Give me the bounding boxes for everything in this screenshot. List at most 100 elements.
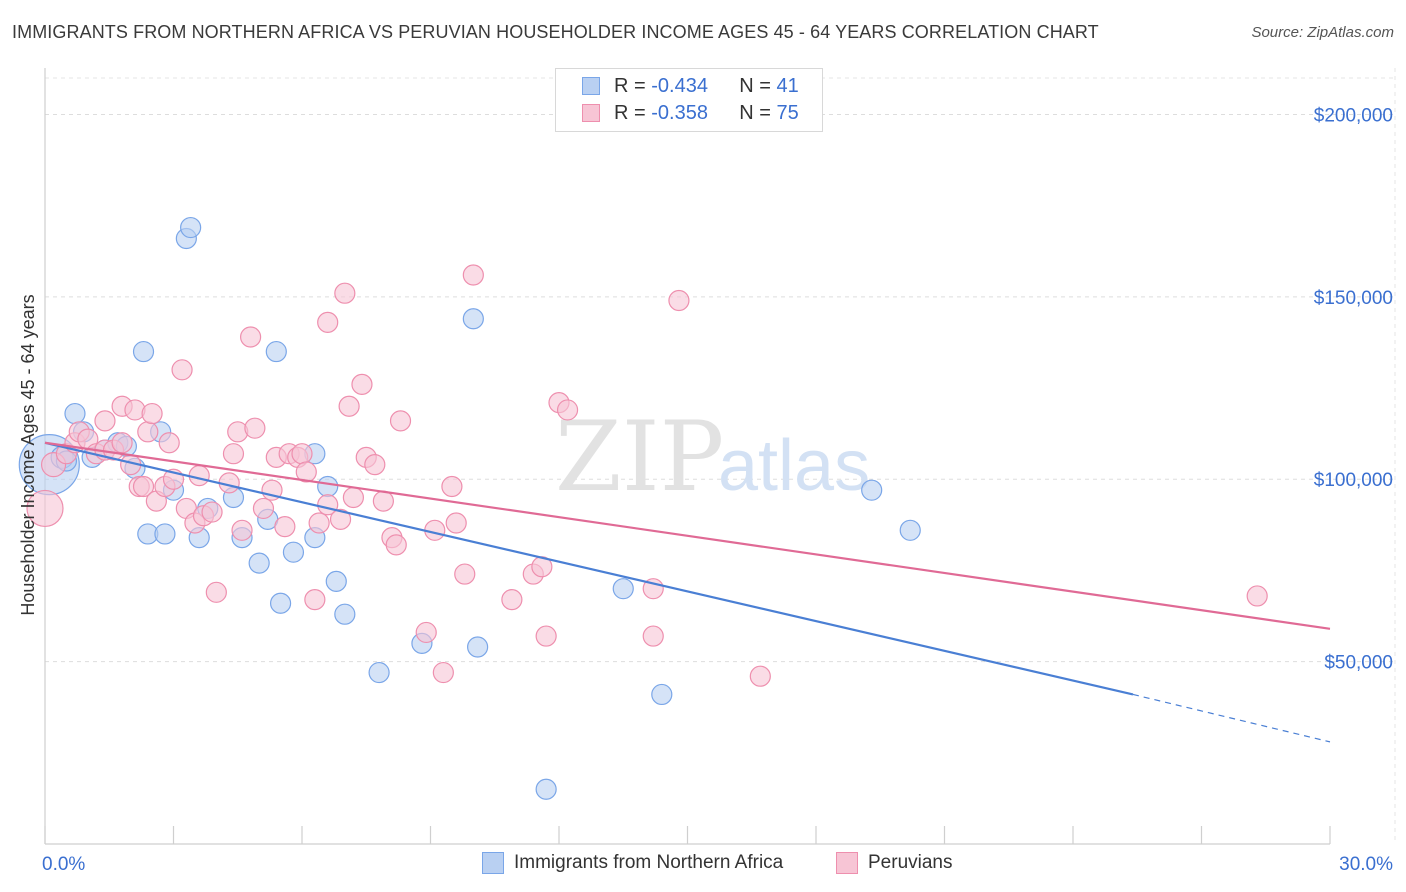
x-tick-label: 0.0% — [42, 854, 85, 875]
data-point-peruvians — [454, 563, 476, 585]
axes — [44, 68, 1331, 845]
data-point-northern-africa — [64, 402, 86, 425]
series-legend: Immigrants from Northern Africa Peruvian… — [0, 852, 1406, 878]
data-point-peruvians — [295, 461, 317, 483]
trend-line-northern-africa — [44, 441, 1134, 696]
watermark-atlas: atlas — [718, 426, 870, 506]
legend-n-label: N = — [739, 101, 771, 124]
data-point-peruvians — [317, 311, 339, 333]
y-tick-label: $150,000 — [1314, 288, 1393, 309]
data-point-northern-africa — [154, 523, 176, 545]
data-point-peruvians — [252, 497, 275, 520]
data-point-peruvians — [304, 589, 326, 611]
legend-row-northern-africa: R = -0.434 N = 41 — [582, 73, 799, 99]
data-point-peruvians — [389, 410, 412, 432]
data-point-peruvians — [385, 534, 407, 556]
data-point-peruvians — [227, 421, 249, 443]
data-point-peruvians — [432, 661, 454, 684]
data-point-peruvians — [231, 519, 253, 541]
legend-n-value: 75 — [776, 101, 799, 124]
data-point-peruvians — [445, 512, 467, 534]
data-point-northern-africa — [899, 519, 921, 541]
data-point-northern-africa — [467, 636, 489, 658]
data-point-peruvians — [668, 289, 690, 312]
data-point-peruvians — [26, 489, 64, 528]
data-point-peruvians — [291, 443, 313, 465]
legend-swatch-peruvians — [582, 104, 600, 122]
data-point-northern-africa — [180, 216, 202, 239]
data-point-peruvians — [111, 432, 133, 454]
data-point-northern-africa — [317, 475, 339, 498]
data-point-peruvians — [132, 475, 155, 498]
data-point-peruvians — [462, 264, 484, 286]
data-point-northern-africa — [612, 578, 634, 600]
series-name-peruvians: Peruvians — [868, 852, 953, 873]
data-point-peruvians — [274, 516, 296, 538]
data-point-peruvians — [137, 421, 159, 443]
data-point-peruvians — [441, 475, 463, 498]
legend-r-label: R = — [614, 101, 646, 124]
data-point-peruvians — [749, 665, 771, 687]
data-point-northern-africa — [651, 683, 673, 706]
data-point-northern-africa — [535, 778, 557, 800]
legend-box: R = -0.434 N = 41 R = -0.358 N = 75 — [555, 68, 823, 132]
data-point-northern-africa — [248, 552, 270, 574]
data-point-northern-africa — [334, 603, 356, 625]
data-point-northern-africa — [325, 570, 347, 592]
data-point-peruvians — [222, 443, 245, 465]
data-point-peruvians — [364, 454, 386, 476]
legend-swatch-northern-africa — [582, 77, 600, 95]
data-point-peruvians — [415, 621, 437, 644]
data-point-peruvians — [205, 581, 227, 603]
data-point-northern-africa — [269, 592, 292, 614]
legend-n-value: 41 — [776, 74, 799, 97]
data-point-peruvians — [329, 508, 352, 530]
watermark-zip: ZIP — [555, 401, 724, 513]
data-point-northern-africa — [861, 479, 883, 501]
data-point-peruvians — [244, 417, 266, 439]
data-point-peruvians — [501, 589, 523, 611]
data-point-northern-africa — [132, 340, 155, 363]
legend-r-value: -0.434 — [651, 74, 708, 97]
data-point-peruvians — [642, 625, 664, 647]
y-axis-label: Householder Income Ages 45 - 64 years — [18, 294, 38, 615]
data-point-peruvians — [141, 402, 163, 425]
data-point-northern-africa — [265, 340, 287, 363]
data-points — [18, 216, 1268, 800]
data-point-peruvians — [158, 432, 180, 454]
y-tick-label: $200,000 — [1314, 105, 1393, 126]
data-point-peruvians — [351, 373, 373, 395]
trend-line-extension-northern-africa — [1132, 693, 1331, 743]
source-label: Source: ZipAtlas.com — [1251, 24, 1394, 41]
watermark: ZIP atlas — [555, 401, 870, 513]
series-legend-northern-africa: Immigrants from Northern Africa — [482, 852, 783, 874]
data-point-northern-africa — [282, 541, 305, 563]
legend-n-label: N = — [739, 74, 771, 97]
data-point-peruvians — [171, 359, 193, 381]
data-point-peruvians — [372, 490, 394, 512]
trend-line-peruvians — [44, 441, 1331, 630]
series-name-northern-africa: Immigrants from Northern Africa — [514, 852, 784, 873]
data-point-peruvians — [556, 399, 579, 421]
y-tick-label: $50,000 — [1324, 653, 1393, 674]
tick-labels: $200,000 $150,000 $100,000 $50,000 0.0% 30.0% — [42, 105, 1393, 875]
data-point-peruvians — [240, 326, 262, 348]
data-point-northern-africa — [368, 661, 390, 684]
data-point-peruvians — [308, 512, 330, 534]
y-tick-label: $100,000 — [1314, 470, 1393, 491]
series-legend-peruvians: Peruvians — [836, 852, 953, 874]
data-point-peruvians — [334, 282, 356, 304]
series-swatch-northern-africa — [482, 852, 504, 874]
data-point-northern-africa — [462, 308, 484, 330]
x-tick-label: 30.0% — [1339, 854, 1393, 875]
legend-r-value: -0.358 — [651, 101, 708, 124]
data-point-peruvians — [535, 625, 557, 647]
data-point-peruvians — [338, 395, 360, 417]
legend-r-label: R = — [614, 74, 646, 97]
chart-title: IMMIGRANTS FROM NORTHERN AFRICA VS PERUV… — [12, 22, 1099, 42]
data-point-peruvians — [94, 410, 116, 432]
data-point-peruvians — [342, 486, 364, 509]
legend-row-peruvians: R = -0.358 N = 75 — [582, 100, 799, 126]
series-swatch-peruvians — [836, 852, 858, 874]
